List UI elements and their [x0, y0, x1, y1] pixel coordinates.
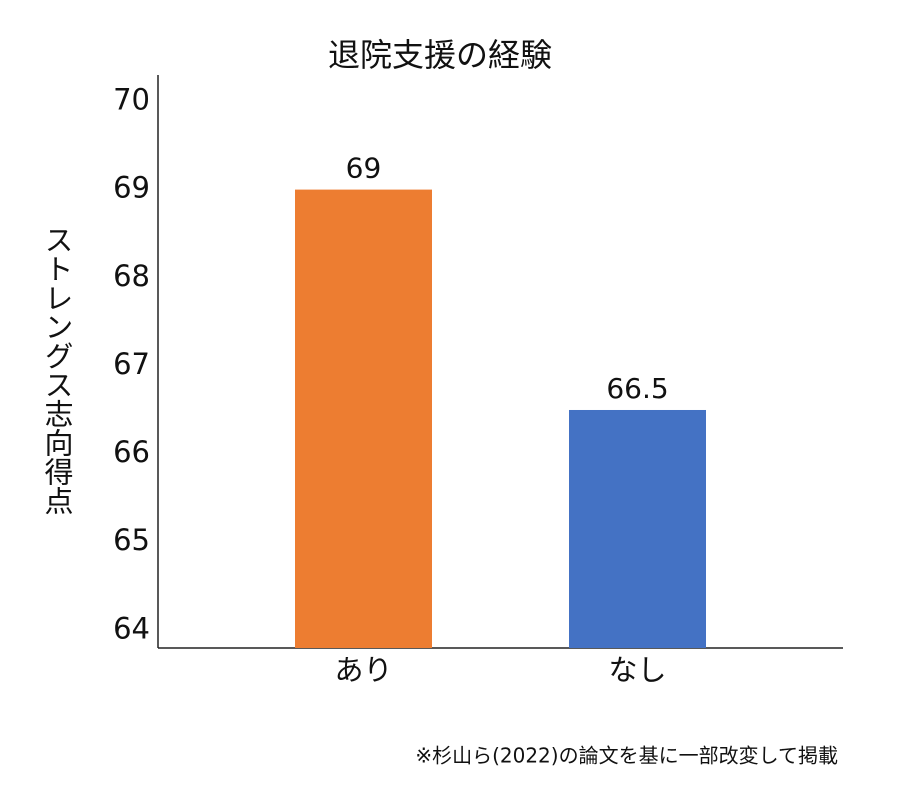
y-tick-label: 67 — [113, 347, 150, 381]
y-tick-label: 65 — [113, 523, 150, 557]
y-tick-label: 66 — [113, 435, 150, 469]
y-tick-label: 68 — [113, 259, 150, 293]
data-label: 66.5 — [606, 372, 668, 405]
bar — [295, 189, 432, 648]
x-tick-label: あり — [334, 653, 392, 687]
bar — [569, 409, 706, 648]
data-label: 69 — [346, 152, 382, 185]
y-tick-label: 70 — [113, 82, 150, 116]
y-axis-label: ストレングス志向得点 — [40, 225, 74, 515]
y-tick-label: 64 — [113, 611, 150, 645]
y-tick-label: 69 — [113, 171, 150, 205]
chart-title: 退院支援の経験 — [328, 36, 552, 74]
footnote: ※杉山ら(2022)の論文を基に一部改変して掲載 — [415, 744, 838, 768]
x-tick-label: なし — [608, 653, 666, 687]
